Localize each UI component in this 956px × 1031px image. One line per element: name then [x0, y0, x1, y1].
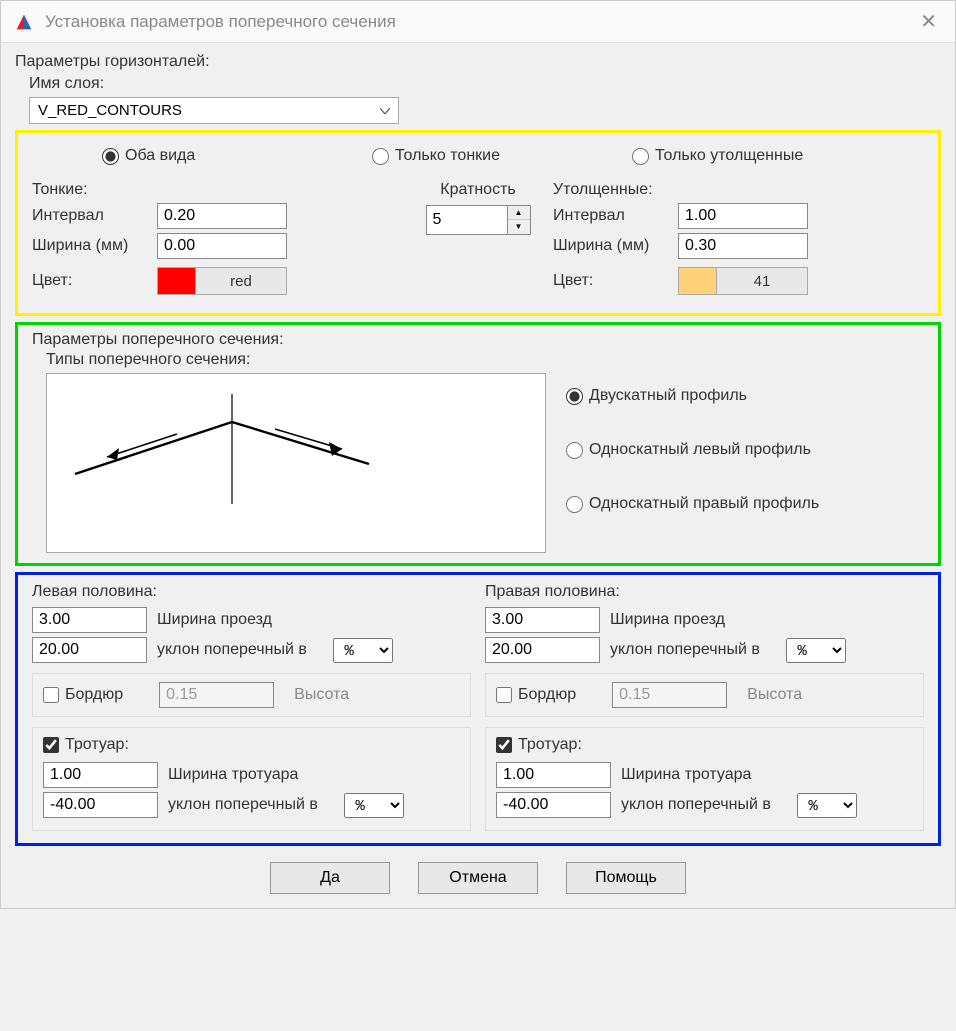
thin-width-label: Ширина (мм) [32, 237, 157, 255]
thick-interval-input[interactable] [678, 203, 808, 229]
right-curb-checkbox[interactable] [496, 687, 512, 703]
left-sidewalk-label: Тротуар: [65, 736, 129, 754]
left-sidewalk-checkbox[interactable] [43, 737, 59, 753]
multiplicity-stepper[interactable]: ▲ ▼ [426, 205, 531, 235]
close-icon[interactable]: ✕ [914, 9, 943, 34]
left-sidewalk-width-label: Ширина тротуара [168, 766, 338, 784]
thick-width-input[interactable] [678, 233, 808, 259]
left-slope-input[interactable] [32, 637, 147, 663]
halves-group: Левая половина: Ширина проезд уклон попе… [15, 572, 941, 846]
multiplicity-column: Кратность ▲ ▼ [403, 181, 553, 299]
thin-interval-input[interactable] [157, 203, 287, 229]
thin-color-label: Цвет: [32, 272, 157, 290]
radio-profile-left[interactable]: Односкатный левый профиль [566, 441, 819, 459]
cross-section-label: Параметры поперечного сечения: [32, 331, 924, 349]
thick-color-name: 41 [717, 273, 807, 290]
left-sidewalk-width-input[interactable] [43, 762, 158, 788]
horiz-section-label: Параметры горизонталей: [15, 53, 941, 71]
right-sidewalk-slope-input[interactable] [496, 792, 611, 818]
profile-preview [46, 373, 546, 553]
thick-width-label: Ширина (мм) [553, 237, 678, 255]
multiplicity-up-icon[interactable]: ▲ [508, 206, 530, 220]
left-road-width-label: Ширина проезд [157, 611, 327, 629]
cancel-button[interactable]: Отмена [418, 862, 538, 894]
radio-thin-only[interactable]: Только тонкие [372, 147, 632, 165]
cross-types-label: Типы поперечного сечения: [46, 351, 924, 369]
right-curb-height-label: Высота [747, 686, 802, 704]
right-sidewalk-width-input[interactable] [496, 762, 611, 788]
right-slope-label: уклон поперечный в [610, 641, 780, 659]
thick-color-swatch [679, 268, 717, 294]
left-curb-group: Бордюр Высота [32, 673, 471, 717]
right-sidewalk-label: Тротуар: [518, 736, 582, 754]
left-road-width-input[interactable] [32, 607, 147, 633]
right-curb-height-input [612, 682, 727, 708]
thick-color-button[interactable]: 41 [678, 267, 808, 295]
left-slope-label: уклон поперечный в [157, 641, 327, 659]
thin-interval-label: Интервал [32, 207, 157, 225]
radio-thick-only[interactable]: Только утолщенные [632, 147, 803, 165]
thick-title: Утолщенные: [553, 181, 924, 199]
right-road-width-input[interactable] [485, 607, 600, 633]
right-sidewalk-checkbox[interactable] [496, 737, 512, 753]
multiplicity-down-icon[interactable]: ▼ [508, 220, 530, 234]
help-button[interactable]: Помощь [566, 862, 686, 894]
radio-profile-gable[interactable]: Двускатный профиль [566, 387, 819, 405]
contours-style-group: Оба вида Только тонкие Только утолщенные… [15, 130, 941, 316]
cross-section-group: Параметры поперечного сечения: Типы попе… [15, 322, 941, 566]
radio-profile-right[interactable]: Односкатный правый профиль [566, 495, 819, 513]
app-logo-icon [13, 11, 35, 33]
left-half: Левая половина: Ширина проезд уклон попе… [32, 583, 471, 831]
left-curb-height-label: Высота [294, 686, 349, 704]
left-curb-label: Бордюр [65, 686, 123, 704]
thick-column: Утолщенные: Интервал Ширина (мм) Цвет: 4… [553, 181, 924, 299]
radio-both-views[interactable]: Оба вида [102, 147, 372, 165]
left-sidewalk-slope-input[interactable] [43, 792, 158, 818]
window-title: Установка параметров поперечного сечения [45, 12, 396, 32]
titlebar: Установка параметров поперечного сечения… [1, 1, 955, 43]
ok-button[interactable]: Да [270, 862, 390, 894]
thin-title: Тонкие: [32, 181, 403, 199]
thin-color-button[interactable]: red [157, 267, 287, 295]
thick-color-label: Цвет: [553, 272, 678, 290]
right-curb-group: Бордюр Высота [485, 673, 924, 717]
thin-color-name: red [196, 273, 286, 290]
right-half: Правая половина: Ширина проезд уклон поп… [485, 583, 924, 831]
thin-color-swatch [158, 268, 196, 294]
thin-width-input[interactable] [157, 233, 287, 259]
right-slope-unit-select[interactable]: ‰ [786, 638, 846, 663]
layer-name-label: Имя слоя: [29, 75, 941, 93]
left-half-title: Левая половина: [32, 583, 471, 601]
left-sidewalk-unit-select[interactable]: ‰ [344, 793, 404, 818]
right-road-width-label: Ширина проезд [610, 611, 780, 629]
dialog-window: Установка параметров поперечного сечения… [0, 0, 956, 909]
layer-select[interactable]: V_RED_CONTOURS [29, 97, 399, 124]
right-sidewalk-width-label: Ширина тротуара [621, 766, 791, 784]
left-slope-unit-select[interactable]: ‰ [333, 638, 393, 663]
right-sidewalk-group: Тротуар: Ширина тротуара уклон поперечны… [485, 727, 924, 831]
right-slope-input[interactable] [485, 637, 600, 663]
left-curb-height-input [159, 682, 274, 708]
right-sidewalk-unit-select[interactable]: ‰ [797, 793, 857, 818]
right-sidewalk-slope-label: уклон поперечный в [621, 796, 791, 814]
multiplicity-label: Кратность [403, 181, 553, 199]
right-half-title: Правая половина: [485, 583, 924, 601]
multiplicity-input[interactable] [427, 206, 507, 234]
thin-column: Тонкие: Интервал Ширина (мм) Цвет: red [32, 181, 403, 299]
thick-interval-label: Интервал [553, 207, 678, 225]
left-sidewalk-group: Тротуар: Ширина тротуара уклон поперечны… [32, 727, 471, 831]
left-sidewalk-slope-label: уклон поперечный в [168, 796, 338, 814]
left-curb-checkbox[interactable] [43, 687, 59, 703]
right-curb-label: Бордюр [518, 686, 576, 704]
